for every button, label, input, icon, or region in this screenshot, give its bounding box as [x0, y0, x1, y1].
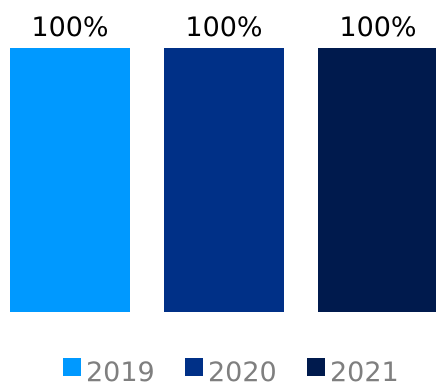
data-labels-group: 100% 100% 100%: [31, 12, 416, 43]
bar-2020: [164, 48, 284, 312]
bar-2019: [10, 48, 130, 312]
data-label-2021: 100%: [339, 12, 416, 43]
legend-swatch-2019: [63, 358, 81, 376]
legend-swatch-2020: [185, 358, 203, 376]
bars-group: [10, 48, 436, 312]
legend-label-2019: 2019: [86, 357, 155, 385]
legend-label-2021: 2021: [330, 357, 399, 385]
data-label-2019: 100%: [31, 12, 108, 43]
legend: 2019 2020 2021: [63, 357, 399, 385]
legend-swatch-2021: [307, 358, 325, 376]
legend-label-2020: 2020: [208, 357, 277, 385]
data-label-2020: 100%: [185, 12, 262, 43]
bar-2021: [318, 48, 436, 312]
